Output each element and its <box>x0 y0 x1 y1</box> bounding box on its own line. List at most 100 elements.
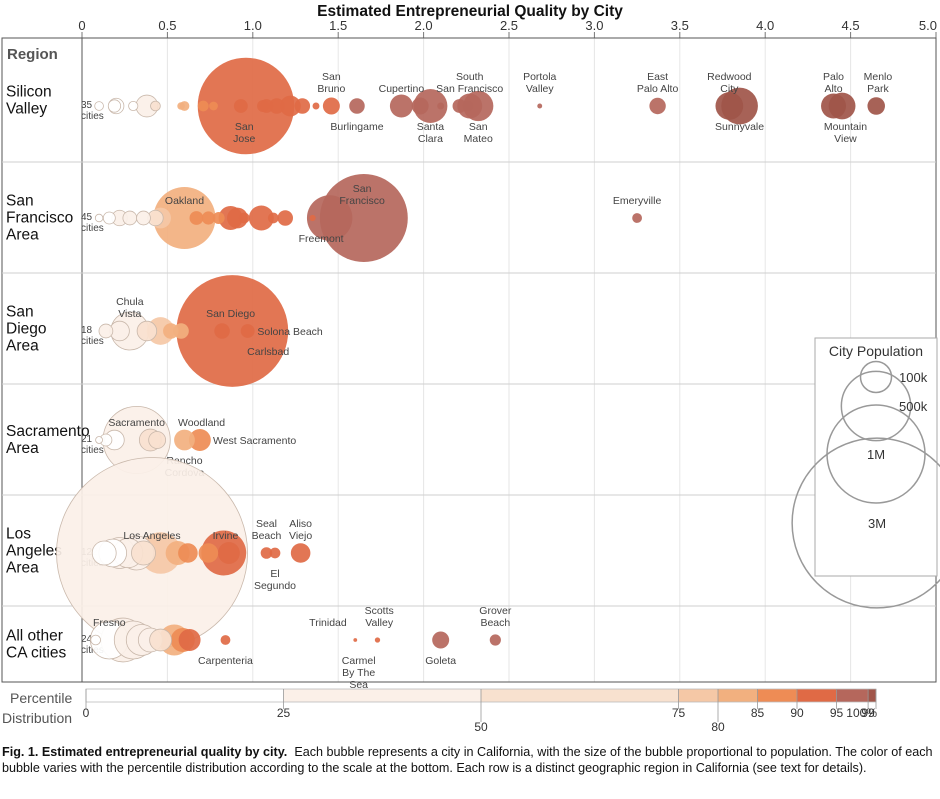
x-tick-label: 4.5 <box>842 18 860 33</box>
region-name: Valley <box>6 101 47 118</box>
city-label: Aliso <box>289 518 312 530</box>
region-name: Los <box>6 526 31 543</box>
city-label: Francisco <box>339 195 385 207</box>
city-bubble <box>353 638 358 642</box>
city-label: Emeryville <box>613 195 662 207</box>
city-bubble <box>432 631 450 649</box>
x-tick-label: 3.5 <box>671 18 689 33</box>
city-bubble <box>374 637 381 643</box>
city-bubble <box>649 97 666 115</box>
city-bubble <box>177 102 185 110</box>
city-bubble <box>94 213 104 223</box>
city-label: Solona Beach <box>257 326 323 338</box>
size-legend-circle <box>840 370 912 442</box>
city-bubble <box>128 100 139 112</box>
city-bubble <box>90 634 101 646</box>
city-label: Woodland <box>178 417 225 429</box>
city-bubble <box>227 207 248 229</box>
city-bubble <box>198 543 219 563</box>
city-label: Trinidad <box>309 617 347 629</box>
x-tick-label: 0 <box>78 18 85 33</box>
city-label: Menlo <box>864 71 893 83</box>
city-bubble <box>122 210 138 226</box>
city-bubble <box>178 629 201 651</box>
city-bubble <box>267 212 279 224</box>
city-bubble <box>153 187 216 249</box>
city-label: Jose <box>233 133 255 145</box>
color-legend-segment <box>836 689 869 702</box>
city-bubble <box>201 211 215 225</box>
city-bubble <box>102 211 116 225</box>
color-legend-label: 85 <box>751 706 765 720</box>
color-legend-label: 99 <box>861 706 875 720</box>
color-legend-segment <box>86 689 284 702</box>
city-bubble <box>131 540 156 566</box>
city-label: Mountain <box>824 121 867 133</box>
chart: Estimated Entrepreneurial Quality by Cit… <box>1 3 940 734</box>
city-bubble <box>150 100 161 112</box>
city-label: Sea <box>349 679 368 691</box>
city-bubble <box>279 95 301 117</box>
city-bubble <box>260 547 273 559</box>
city-bubble <box>867 97 885 115</box>
size-legend-box <box>814 337 938 577</box>
color-legend-label: 95 <box>830 706 844 720</box>
city-bubble <box>257 99 270 113</box>
color-legend-label: 75 <box>672 706 686 720</box>
x-tick-label: 1.5 <box>329 18 347 33</box>
city-count: 241 <box>81 634 98 645</box>
size-legend-label: 3M <box>868 516 886 531</box>
city-label: Palo Alto <box>637 83 679 95</box>
city-bubble <box>189 211 204 225</box>
city-label: Vista <box>118 308 141 320</box>
city-count: cities <box>81 111 104 122</box>
x-tick-label: 5.0 <box>919 18 937 33</box>
city-label: Redwood <box>707 71 752 83</box>
size-legend-label: 1M <box>867 447 885 462</box>
city-bubble <box>240 324 255 338</box>
city-count: 45 <box>81 212 93 223</box>
city-label: Segundo <box>254 580 296 592</box>
city-count: 18 <box>81 325 93 336</box>
city-label: Scotts <box>365 605 394 617</box>
city-label: Valley <box>365 617 394 629</box>
city-bubble <box>349 98 365 114</box>
city-label: San <box>322 71 341 83</box>
figure-caption: Fig. 1. Estimated entrepreneurial qualit… <box>2 744 934 776</box>
x-tick-label: 0.5 <box>158 18 176 33</box>
city-count: 35 <box>81 100 93 111</box>
city-bubble <box>462 100 474 112</box>
city-label: Freemont <box>299 233 344 245</box>
city-count: 21 <box>81 434 93 445</box>
city-bubble <box>188 429 211 451</box>
region-header: Region <box>7 46 58 63</box>
city-bubble <box>107 99 122 113</box>
city-label: By The <box>342 667 375 679</box>
city-bubble <box>389 94 413 118</box>
color-legend-label: 50 <box>474 720 488 734</box>
city-bubble <box>174 429 195 451</box>
region-name: All other <box>6 628 63 645</box>
city-bubble <box>136 210 151 226</box>
city-bubble <box>178 543 198 563</box>
size-legend-label: 100k <box>899 370 928 385</box>
city-label: San Diego <box>206 308 255 320</box>
color-legend-segment <box>718 689 758 702</box>
city-bubble <box>220 635 231 645</box>
city-bubble <box>98 323 114 339</box>
city-label: San <box>469 121 488 133</box>
city-bubble <box>233 99 248 113</box>
city-bubble <box>149 628 172 652</box>
x-tick-label: 2.5 <box>500 18 518 33</box>
city-bubble <box>209 101 218 111</box>
caption-title: Fig. 1. Estimated entrepreneurial qualit… <box>2 745 288 759</box>
color-legend-segment <box>678 689 718 702</box>
color-legend-label: 100% <box>846 706 877 720</box>
city-label: Mateo <box>464 133 493 145</box>
city-bubble <box>94 101 104 111</box>
city-bubble <box>413 89 448 123</box>
size-legend-title: City Population <box>829 343 923 359</box>
region-name: San <box>6 304 34 321</box>
color-legend-label: 90 <box>790 706 804 720</box>
city-label: San <box>235 121 254 133</box>
